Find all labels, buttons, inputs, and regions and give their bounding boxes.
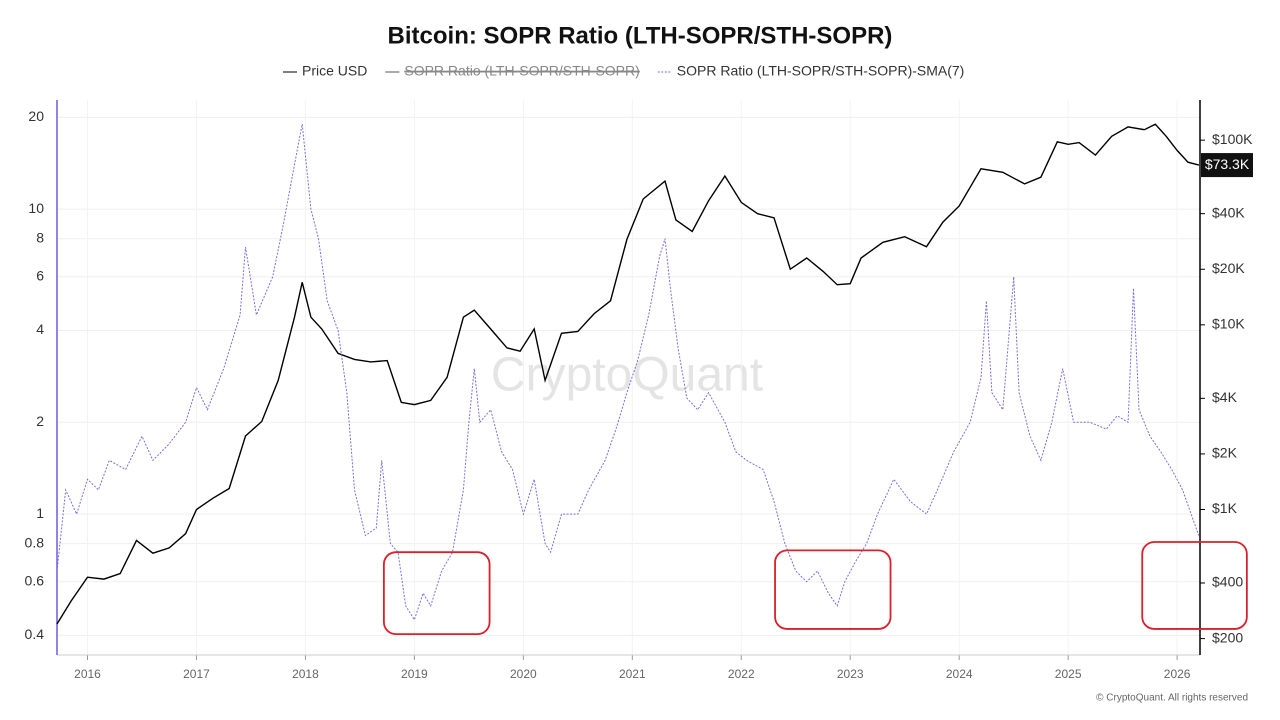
y-tick-label: 4	[36, 321, 44, 337]
x-tick-label: 2016	[74, 667, 101, 681]
x-tick-label: 2023	[837, 667, 864, 681]
price-label: $73.3K	[1205, 156, 1250, 172]
series-line	[56, 124, 1200, 621]
legend: Price USD SOPR Ratio (LTH-SOPR/STH-SOPR) S…	[283, 63, 964, 79]
y2-tick-label: $2K	[1212, 445, 1238, 461]
x-tick-label: 2024	[946, 667, 973, 681]
y-tick-label: 1	[36, 505, 44, 521]
x-tick-label: 2026	[1164, 667, 1191, 681]
x-tick-label: 2018	[292, 667, 319, 681]
chart-title: Bitcoin: SOPR Ratio (LTH-SOPR/STH-SOPR)	[388, 22, 893, 49]
y2-tick-label: $4K	[1212, 389, 1238, 405]
legend-label: Price USD	[302, 63, 367, 79]
y2-tick-label: $100K	[1212, 131, 1253, 147]
watermark: CryptoQuant	[491, 349, 763, 402]
x-tick-label: 2017	[183, 667, 210, 681]
y-tick-label: 20	[28, 108, 44, 124]
y2-tick-label: $200	[1212, 629, 1243, 645]
y-tick-label: 10	[28, 200, 44, 216]
highlight-box	[1141, 541, 1248, 630]
y-tick-label: 0.4	[25, 626, 45, 642]
highlight-box	[774, 549, 892, 630]
y2-tick-label: $20K	[1212, 260, 1245, 276]
y-tick-label: 0.6	[25, 572, 45, 588]
y2-tick-label: $10K	[1212, 316, 1245, 332]
y-tick-label: 0.8	[25, 534, 45, 550]
y2-tick-label: $400	[1212, 574, 1243, 590]
x-tick-label: 2022	[728, 667, 755, 681]
y-tick-label: 8	[36, 229, 44, 245]
x-tick-label: 2019	[401, 667, 428, 681]
y2-tick-label: $40K	[1212, 204, 1245, 220]
legend-label: SOPR Ratio (LTH-SOPR/STH-SOPR)	[404, 63, 639, 79]
series-line	[56, 123, 1200, 625]
price-label-box	[1201, 153, 1253, 178]
footer: © CryptoQuant. All rights reserved	[1096, 693, 1248, 704]
y2-tick-label: $1K	[1212, 500, 1238, 516]
legend-label: SOPR Ratio (LTH-SOPR/STH-SOPR)-SMA(7)	[677, 63, 965, 79]
highlight-box	[382, 551, 491, 635]
x-tick-label: 2020	[510, 667, 537, 681]
x-tick-label: 2021	[619, 667, 646, 681]
y-tick-label: 2	[36, 413, 44, 429]
x-tick-label: 2025	[1055, 667, 1082, 681]
y-tick-label: 6	[36, 267, 44, 283]
